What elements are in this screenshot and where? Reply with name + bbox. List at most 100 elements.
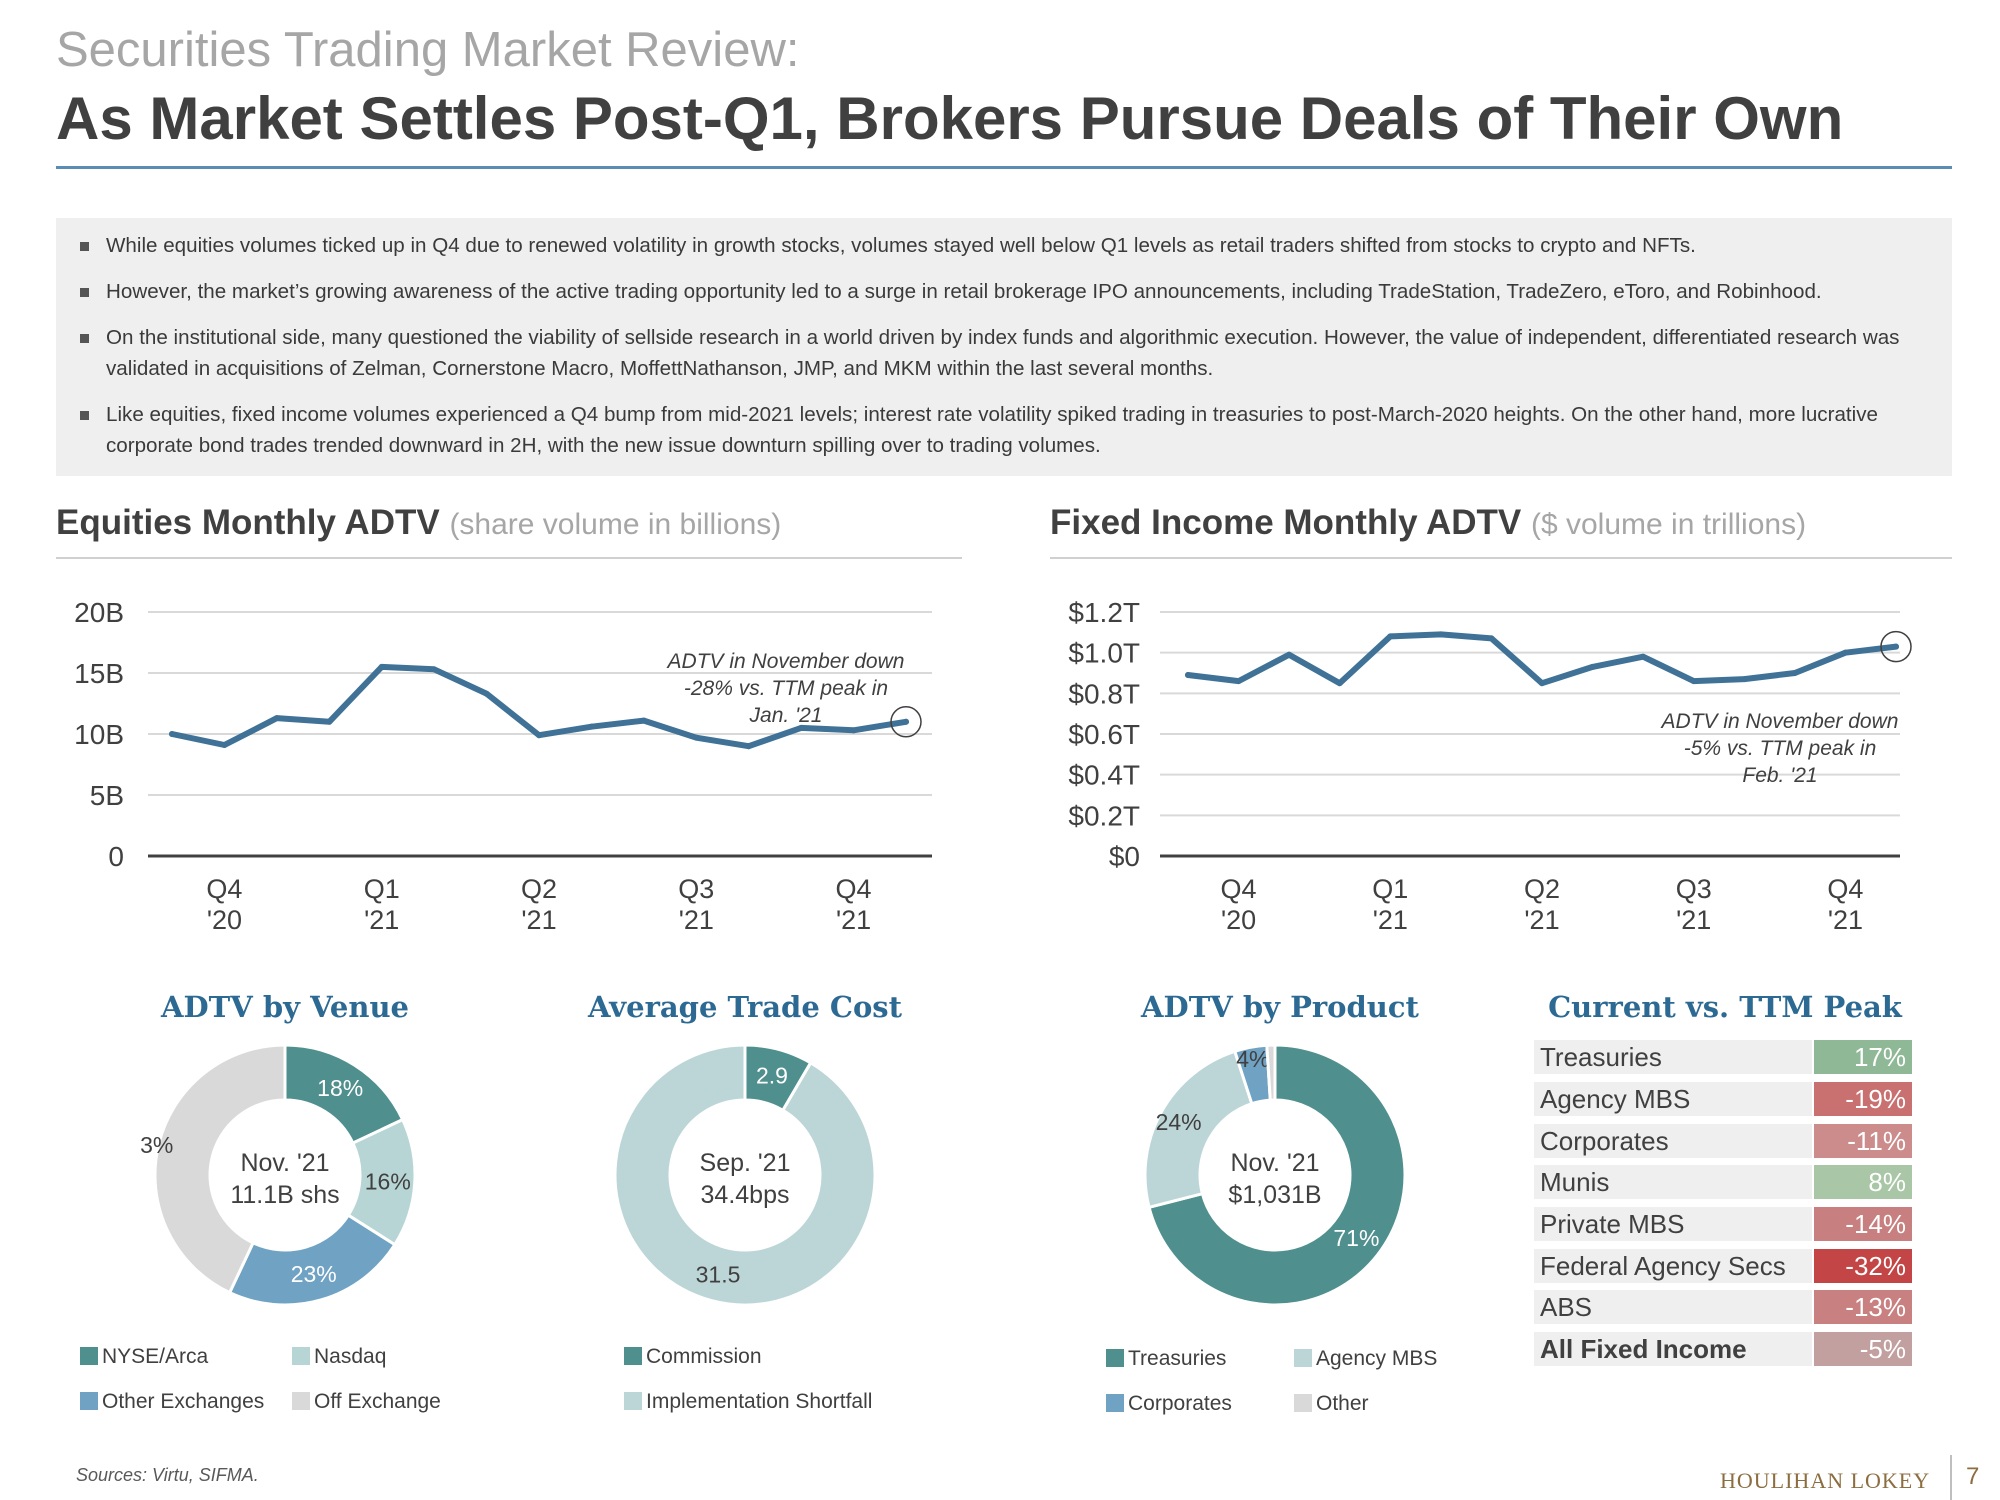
- donut-slice: [1147, 1043, 1407, 1307]
- bullet-text: On the institutional side, many question…: [106, 326, 1900, 380]
- bullet-square-icon: [80, 242, 89, 251]
- annotation-text: Feb. '21: [1742, 764, 1817, 787]
- x-tick-label: Q2: [521, 874, 557, 904]
- product-donut-chart: 71% 24% 4% Nov. '21 $1,031B: [1143, 1043, 1407, 1307]
- slice-label: 71%: [1333, 1225, 1379, 1251]
- data-point: [1893, 643, 1899, 650]
- data-point: [378, 663, 385, 670]
- page-number: 7: [1966, 1463, 1980, 1490]
- page-subtitle: Securities Trading Market Review:: [56, 23, 800, 77]
- x-tick-label: '21: [1676, 905, 1711, 935]
- row-value: 17%: [1814, 1040, 1912, 1074]
- row-value: -13%: [1814, 1290, 1912, 1324]
- row-value: -19%: [1814, 1082, 1912, 1116]
- donut-center-label: Sep. '21: [700, 1149, 791, 1177]
- row-label: Private MBS: [1534, 1207, 1812, 1241]
- donut-slice: [1265, 1043, 1277, 1102]
- legend-item: Off Exchange: [292, 1390, 441, 1414]
- data-point: [1791, 670, 1798, 676]
- data-point: [1640, 653, 1647, 660]
- fixed-income-title-subtitle: ($ volume in trillions): [1530, 508, 1807, 541]
- x-tick-label: Q3: [678, 874, 714, 904]
- equities-line-chart: 05B10B15B20BQ4'20Q1'21Q2'21Q3'21Q4'21ADT…: [74, 597, 932, 935]
- data-point: [1741, 676, 1748, 683]
- legend-item: Commission: [624, 1345, 762, 1369]
- x-tick-label: '21: [1524, 905, 1559, 935]
- row-value: -11%: [1814, 1124, 1912, 1158]
- legend-swatch: [624, 1392, 642, 1410]
- x-tick-label: '21: [836, 905, 871, 935]
- x-tick-label: Q4: [1221, 874, 1257, 904]
- data-point: [640, 717, 647, 724]
- data-point: [903, 718, 909, 725]
- fixed-income-title-text: Fixed Income Monthly ADTV: [1050, 503, 1522, 542]
- page-title: As Market Settles Post-Q1, Brokers Pursu…: [56, 85, 1844, 152]
- legend-item: Other Exchanges: [80, 1390, 264, 1414]
- x-tick-label: Q2: [1524, 874, 1560, 904]
- legend-swatch: [80, 1347, 98, 1365]
- y-tick-label: $0.2T: [1068, 800, 1140, 831]
- legend-swatch: [1294, 1349, 1312, 1367]
- comparison-table-title: Current vs. TTM Peak: [1548, 990, 1902, 1024]
- slice-label: 4%: [1236, 1046, 1269, 1072]
- trade-cost-donut-chart: 2.9 31.5 Sep. '21 34.4bps: [613, 1043, 877, 1307]
- data-point: [483, 690, 490, 697]
- bullet-text: Like equities, fixed income volumes expe…: [106, 403, 1878, 457]
- x-tick-label: '21: [1373, 905, 1408, 935]
- data-point: [1437, 631, 1444, 638]
- data-point: [1387, 633, 1394, 640]
- legend-item: Other: [1294, 1392, 1369, 1416]
- bullet-item: Like equities, fixed income volumes expe…: [76, 399, 1932, 461]
- bullet-text: However, the market’s growing awareness …: [106, 280, 1822, 303]
- slice-label: 18%: [317, 1075, 363, 1101]
- legend-item: Agency MBS: [1294, 1347, 1437, 1371]
- y-tick-label: $1.0T: [1068, 638, 1140, 669]
- legend-item: Treasuries: [1106, 1347, 1226, 1371]
- x-tick-label: '21: [1828, 905, 1863, 935]
- data-point: [1690, 678, 1697, 685]
- bullet-square-icon: [80, 411, 89, 420]
- table-row: ABS -13%: [1534, 1290, 1912, 1324]
- highlight-circle-icon: [1880, 630, 1912, 663]
- donut-slice: [1143, 1049, 1254, 1210]
- header-divider: [56, 166, 1952, 169]
- row-value: -32%: [1814, 1249, 1912, 1283]
- bullet-item: However, the market’s growing awareness …: [76, 276, 1932, 307]
- data-point: [1842, 649, 1849, 656]
- summary-bullets: While equities volumes ticked up in Q4 d…: [56, 218, 1952, 476]
- bullet-item: On the institutional side, many question…: [76, 322, 1932, 384]
- donut-center-label: Nov. '21: [1230, 1149, 1319, 1177]
- fixed-income-line-chart: $0$0.2T$0.4T$0.6T$0.8T$1.0T$1.2TQ4'20Q1'…: [1068, 597, 1912, 935]
- y-tick-label: $0: [1109, 841, 1140, 872]
- y-tick-label: 0: [108, 841, 124, 872]
- legend-label: Other: [1316, 1392, 1369, 1415]
- annotation-text: Jan. '21: [749, 704, 823, 727]
- equities-section-title: Equities Monthly ADTV (share volume in b…: [56, 503, 781, 543]
- equities-title-subtitle: (share volume in billions): [449, 508, 782, 541]
- legend-item: Corporates: [1106, 1392, 1232, 1416]
- table-row: Munis 8%: [1534, 1165, 1912, 1199]
- data-point: [431, 666, 438, 673]
- data-point: [1488, 635, 1495, 642]
- legend-label: Treasuries: [1128, 1347, 1227, 1370]
- trade-cost-chart-title: Average Trade Cost: [587, 990, 903, 1024]
- bullet-item: While equities volumes ticked up in Q4 d…: [76, 230, 1932, 261]
- legend-label: Corporates: [1128, 1392, 1232, 1415]
- legend-swatch: [292, 1347, 310, 1365]
- y-tick-label: 10B: [74, 719, 124, 750]
- donut-center-value: 34.4bps: [701, 1181, 790, 1209]
- x-tick-label: '20: [207, 905, 242, 935]
- data-point: [1539, 680, 1545, 687]
- y-tick-label: 5B: [90, 780, 124, 811]
- product-chart-title: ADTV by Product: [1141, 990, 1419, 1024]
- annotation-text: ADTV in November down: [1660, 710, 1899, 733]
- y-tick-label: 15B: [74, 658, 124, 689]
- y-tick-label: $0.4T: [1068, 760, 1140, 791]
- company-logo: HOULIHAN LOKEY: [1720, 1468, 1931, 1493]
- legend-swatch: [1294, 1394, 1312, 1412]
- equities-title-text: Equities Monthly ADTV: [56, 503, 440, 542]
- data-point: [536, 732, 542, 739]
- data-point: [693, 734, 700, 741]
- legend-swatch: [1106, 1394, 1124, 1412]
- legend-swatch: [1106, 1349, 1124, 1367]
